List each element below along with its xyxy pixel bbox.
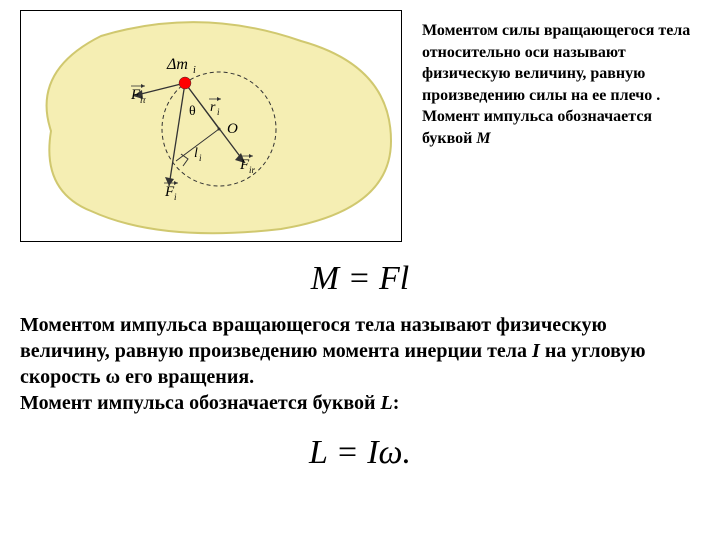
definition-block: Моментом силы вращающегося тела относите… xyxy=(422,10,700,242)
label-Fit-sub: iτ xyxy=(140,95,147,105)
label-dm-sub: i xyxy=(193,65,196,76)
label-Fir-sub: ir xyxy=(249,165,256,175)
body-L: L xyxy=(381,392,393,414)
body-text1: Моментом импульса вращающегося тела назы… xyxy=(20,314,607,362)
label-dm: Δm xyxy=(166,56,188,73)
label-r: r xyxy=(210,100,216,115)
definition-line2: Момент импульса обозначается буквой xyxy=(422,108,652,147)
label-theta: θ xyxy=(189,104,196,119)
formula-L: L = Iω. xyxy=(0,434,720,472)
label-l: l xyxy=(194,146,198,161)
body-I: I xyxy=(532,340,540,362)
body-text4: : xyxy=(393,392,400,414)
diagram-svg: Δm i F iτ r i θ O l i F ir F i xyxy=(21,11,401,241)
label-O: O xyxy=(227,121,238,137)
definition-line1: Моментом силы вращающегося тела относите… xyxy=(422,22,690,104)
body-text3: Момент импульса обозначается буквой xyxy=(20,392,381,414)
mass-point xyxy=(179,77,191,89)
definition-symbol: M xyxy=(476,130,490,147)
body-paragraph: Моментом импульса вращающегося тела назы… xyxy=(0,312,720,416)
physics-diagram: Δm i F iτ r i θ O l i F ir F i xyxy=(20,10,402,242)
formula-M: M = Fl xyxy=(0,260,720,298)
